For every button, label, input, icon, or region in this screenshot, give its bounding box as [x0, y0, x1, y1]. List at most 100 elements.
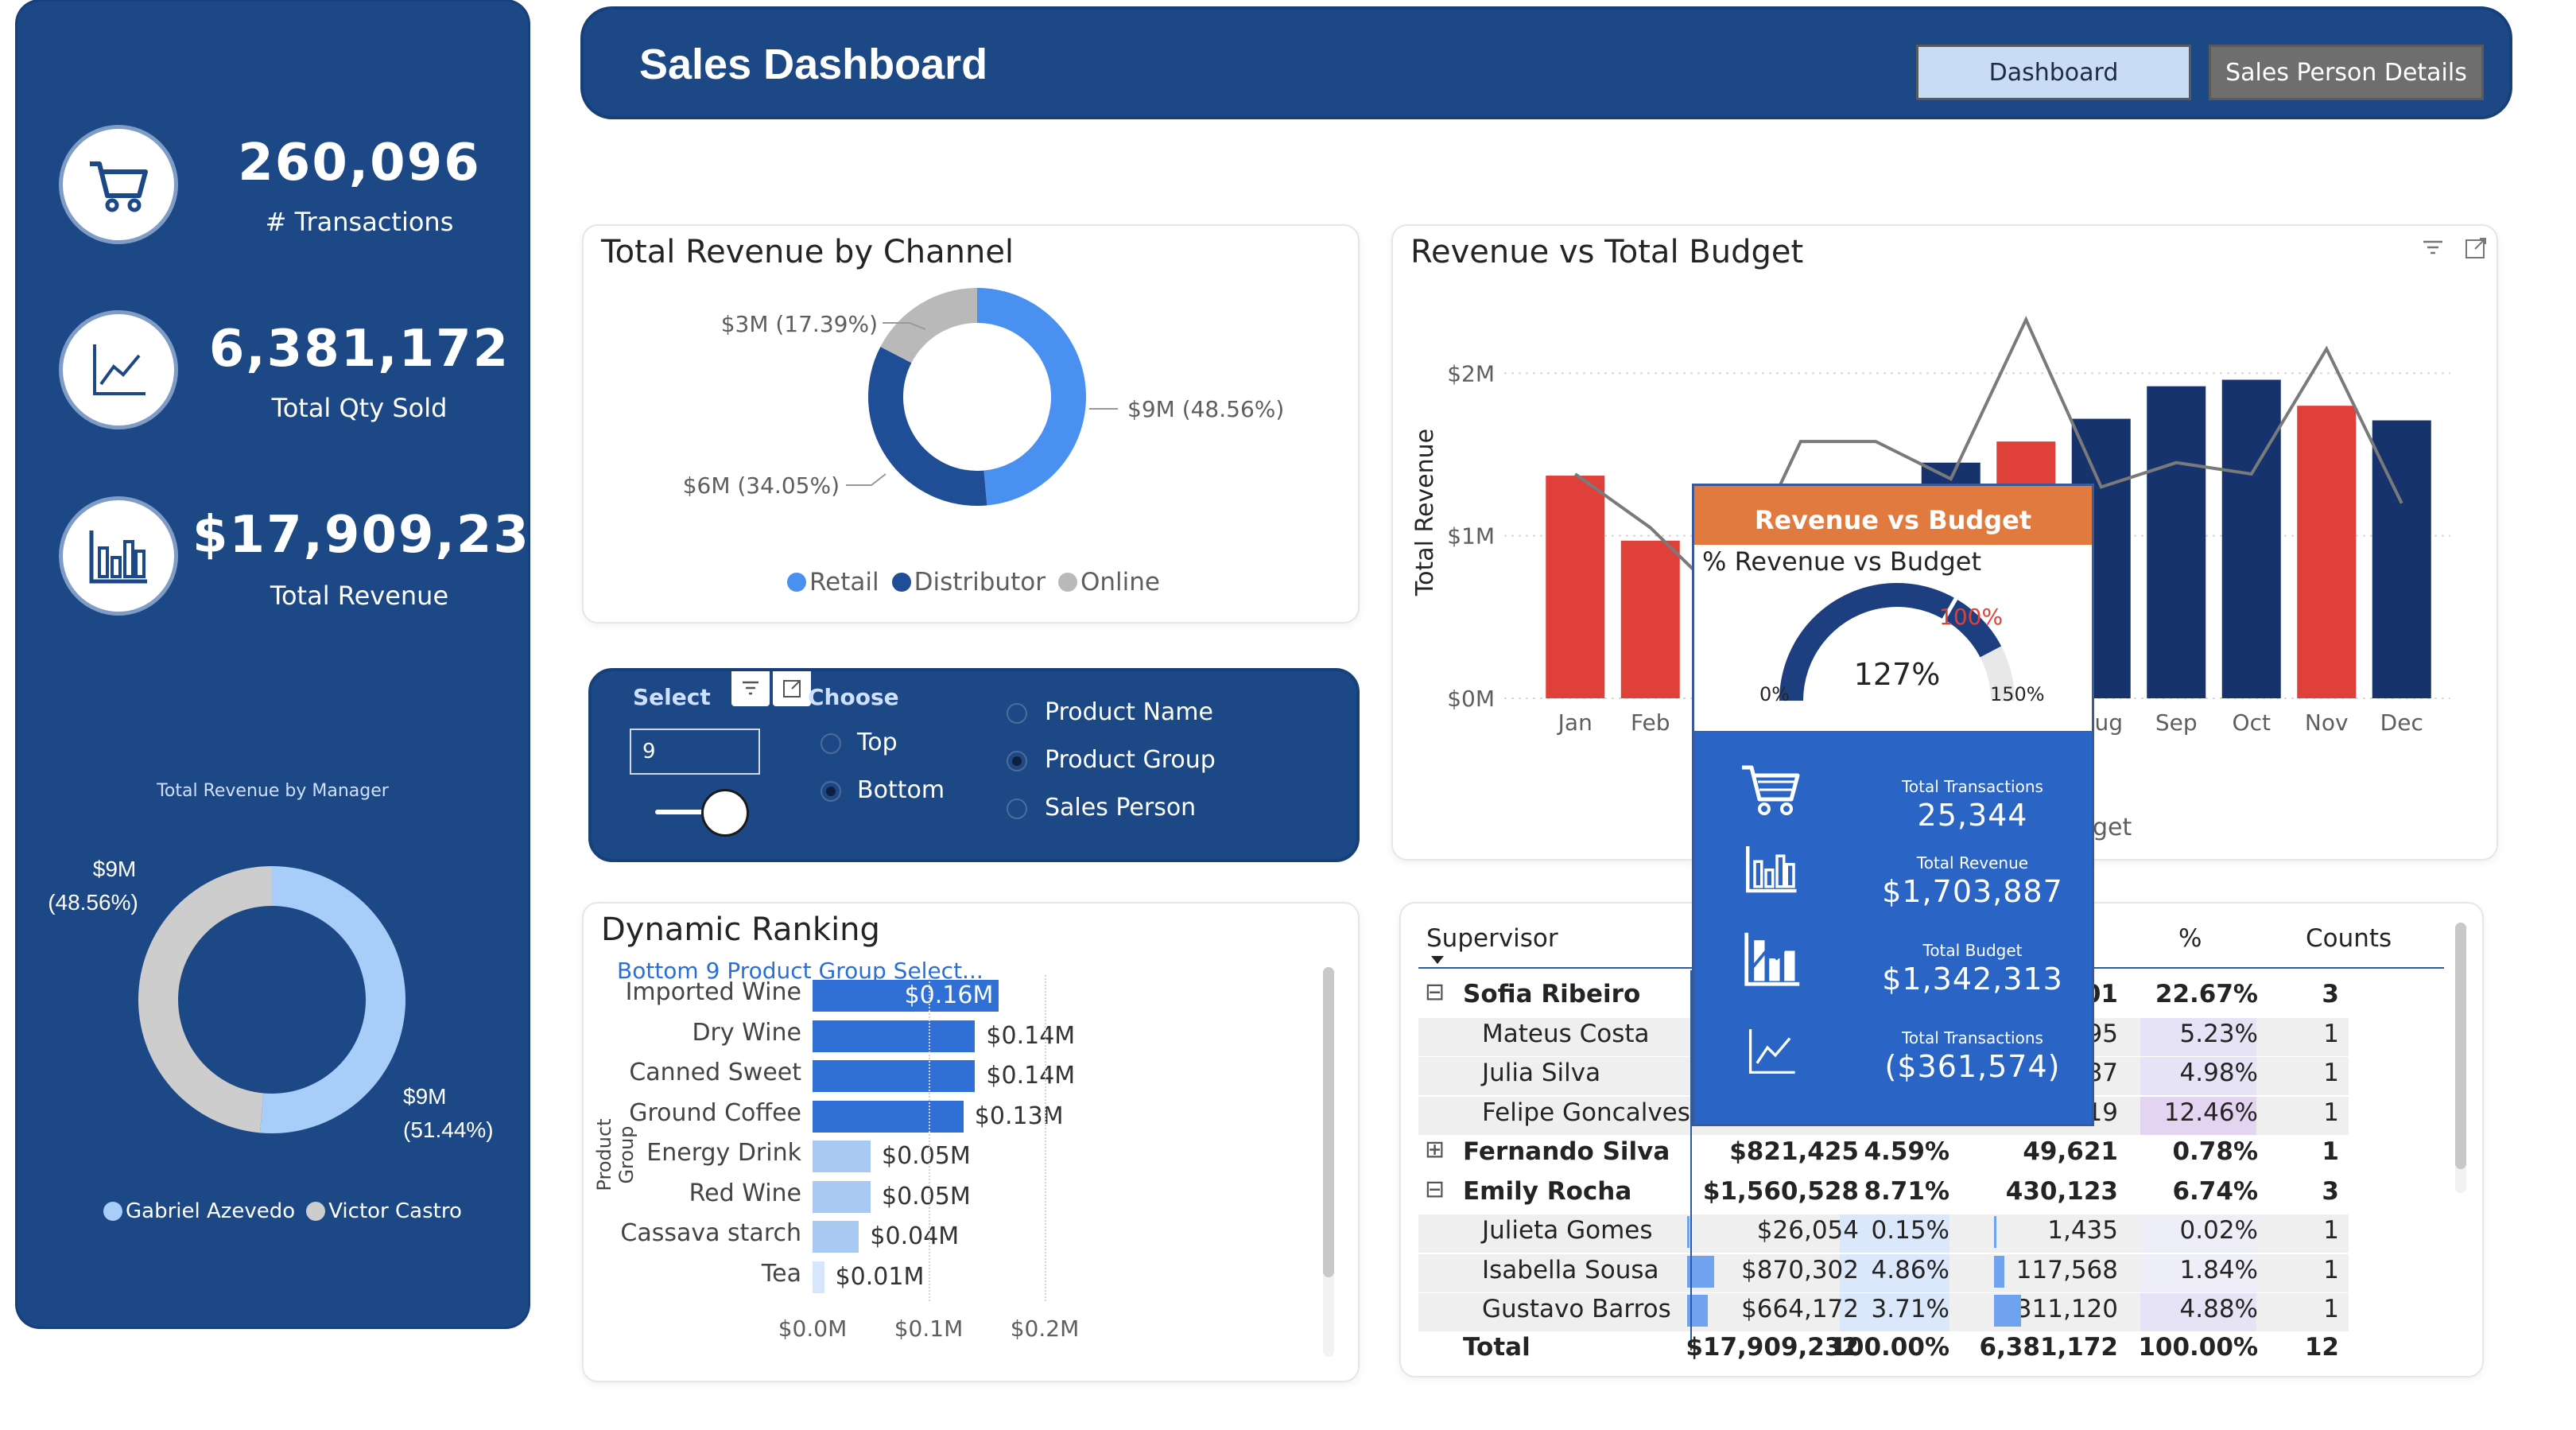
channel-chart-title: Total Revenue by Channel [601, 234, 1014, 270]
col-header-counts[interactable]: Counts [2306, 924, 2392, 953]
budget-x-tick: Feb [1631, 709, 1670, 736]
filter-icon[interactable] [731, 671, 770, 706]
table-row-name[interactable]: Fernando Silva [1463, 1137, 1670, 1166]
qty-pct-cell: 4.98% [2179, 1059, 2258, 1087]
ranking-title: Dynamic Ranking [601, 911, 880, 948]
qty-pct-cell: 12.46% [2163, 1098, 2258, 1127]
tip-variance-label: Total Transactions [1902, 1028, 2043, 1047]
legend-dot-victor [306, 1202, 326, 1221]
collapse-icon[interactable]: ⊟ [1425, 1175, 1445, 1203]
budget-y-tick: $1M [1447, 523, 1495, 550]
table-row-name[interactable]: Isabella Sousa [1482, 1255, 1659, 1284]
nav-dashboard-button[interactable]: Dashboard [1916, 45, 2191, 100]
bar-chart-icon [1746, 846, 1797, 893]
header-bar: Sales Dashboard Dashboard Sales Person D… [580, 6, 2512, 119]
ranking-bar[interactable] [813, 1060, 976, 1092]
total-qty-pct-cell: 100.00% [2138, 1332, 2258, 1362]
qty-pct-cell-bg [2140, 1057, 2256, 1095]
focus-mode-icon[interactable] [773, 671, 811, 706]
table-scrollbar-thumb[interactable] [2455, 923, 2466, 1169]
rev-pct-cell-bg [1840, 1214, 1949, 1253]
ranking-bar[interactable] [813, 1261, 824, 1293]
collapse-icon[interactable]: ⊟ [1425, 978, 1445, 1006]
revenue-data-bar [1687, 1216, 1690, 1248]
manager-slice-victor[interactable] [138, 866, 272, 1133]
ranking-value-label: $0.04M [870, 1222, 960, 1250]
revenue-bar[interactable] [1546, 476, 1605, 698]
counts-cell: 3 [2322, 980, 2339, 1008]
table-row-name[interactable]: Sofia Ribeiro [1463, 980, 1641, 1008]
radio-product-name[interactable] [1007, 703, 1027, 724]
channel-slice-retail[interactable] [977, 288, 1086, 506]
ranking-bar[interactable] [813, 1141, 871, 1172]
radio-product-group-label[interactable]: Product Group [1045, 746, 1216, 774]
page-title: Sales Dashboard [639, 41, 988, 88]
col-header-supervisor[interactable]: Supervisor [1426, 924, 1558, 953]
table-row-name[interactable]: Julia Silva [1482, 1059, 1601, 1087]
cart-icon [1742, 765, 1800, 815]
ranking-value-label: $0.16M [904, 981, 994, 1009]
legend-dot-gabriel [103, 1202, 122, 1221]
revenue-bar[interactable] [2372, 420, 2431, 698]
tip-variance-value: ($361,574) [1884, 1049, 2061, 1084]
radio-top-label[interactable]: Top [857, 729, 898, 756]
ranking-x-tick: $0.2M [1010, 1315, 1080, 1342]
ranking-scrollbar-thumb[interactable] [1323, 967, 1334, 1277]
ranking-gridline [1045, 975, 1046, 1301]
counts-cell: 1 [2323, 1098, 2339, 1127]
table-row-name[interactable]: Felipe Goncalves [1482, 1098, 1690, 1127]
manager-left-label-2: (48.56%) [48, 890, 138, 915]
channel-slice-distributor[interactable] [868, 346, 987, 506]
expand-icon[interactable]: ⊞ [1425, 1136, 1445, 1164]
radio-sales-person[interactable] [1007, 799, 1027, 819]
ranking-bar[interactable] [813, 1221, 859, 1253]
gauge-target-marker [1940, 595, 1960, 624]
revenue-bar[interactable] [2297, 406, 2357, 698]
radio-top[interactable] [821, 733, 841, 754]
ranking-bar[interactable] [813, 1180, 871, 1213]
ranking-bar-chart: Imported Wine $0.16M Dry Wine $0.14M Canned … [584, 903, 1358, 1381]
table-row-name[interactable]: Julieta Gomes [1482, 1216, 1653, 1245]
revenue-bar[interactable] [2147, 386, 2206, 698]
manager-slice-gabriel[interactable] [259, 866, 405, 1133]
distributor-data-label: $6M (34.05%) [683, 472, 840, 499]
radio-bottom[interactable] [821, 781, 841, 802]
rev-pct-cell-bg [1840, 1293, 1949, 1331]
radio-bottom-label[interactable]: Bottom [857, 776, 945, 804]
radio-sales-person-label[interactable]: Sales Person [1045, 794, 1197, 822]
ranking-category-label: Red Wine [689, 1179, 801, 1207]
budget-x-tick: Jan [1557, 709, 1593, 736]
slider-handle[interactable] [701, 789, 749, 837]
gauge-min-text: 0% [1759, 683, 1790, 705]
budget-x-tick: Sep [2155, 709, 2198, 736]
ranking-scrollbar-track[interactable] [1323, 967, 1334, 1357]
focus-mode-icon[interactable] [2462, 234, 2490, 262]
table-row-name[interactable]: Mateus Costa [1482, 1019, 1650, 1048]
budget-y-axis-label: Total Revenue [1411, 429, 1439, 596]
kpi-qty-label: Total Qty Sold [271, 393, 448, 423]
radio-product-group[interactable] [1007, 751, 1027, 771]
ranking-bar[interactable] [813, 1100, 964, 1133]
revenue-bar[interactable] [2221, 379, 2281, 698]
table-scrollbar-track[interactable] [2455, 923, 2466, 1193]
sort-desc-icon[interactable] [1431, 956, 1444, 964]
select-label: Select [633, 684, 711, 710]
channel-slice-online[interactable] [880, 288, 977, 363]
online-data-label: $3M (17.39%) [721, 311, 878, 337]
ranking-bar[interactable] [813, 1020, 976, 1052]
bar-chart-icon-circle [59, 496, 178, 616]
tooltip-header: Revenue vs Budget [1694, 486, 2092, 545]
qty-data-bar [1994, 1295, 2022, 1327]
nav-sales-person-button[interactable]: Sales Person Details [2209, 45, 2484, 100]
col-header-qty-pct[interactable]: % [2178, 924, 2202, 953]
revenue-bar[interactable] [1620, 540, 1680, 698]
ranking-bar[interactable] [813, 980, 999, 1012]
table-row-name[interactable]: Emily Rocha [1463, 1176, 1632, 1206]
radio-product-name-label[interactable]: Product Name [1045, 698, 1213, 726]
bar-chart-icon [89, 530, 147, 584]
select-number-input[interactable]: 9 [630, 729, 760, 775]
legend-retail: Retail [809, 568, 879, 596]
slider-track[interactable] [655, 810, 727, 814]
table-row-name[interactable]: Gustavo Barros [1482, 1295, 1671, 1323]
filter-icon[interactable] [2419, 234, 2447, 262]
